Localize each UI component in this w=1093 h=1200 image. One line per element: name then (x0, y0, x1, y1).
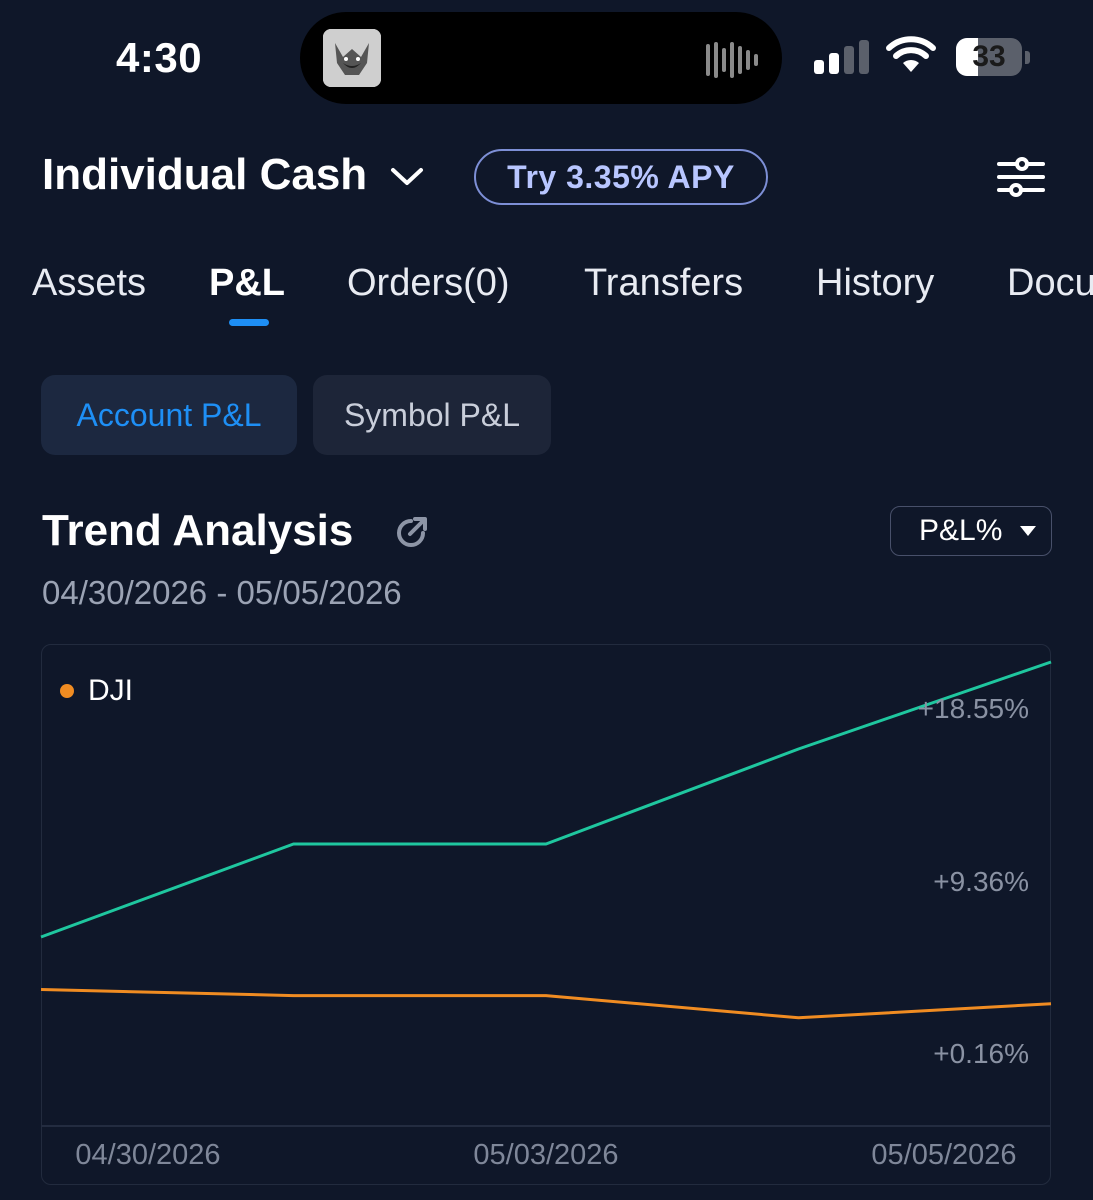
wifi-icon (886, 36, 936, 72)
x-tick-label: 04/30/2026 (75, 1139, 220, 1171)
y-tick-label: +0.16% (933, 1038, 1029, 1069)
metric-dropdown[interactable]: P&L% (890, 506, 1052, 556)
dynamic-island (300, 12, 782, 104)
cellular-signal-icon (814, 40, 869, 74)
tab-documents[interactable]: Docu (1007, 262, 1093, 304)
account-pnl-button[interactable]: Account P&L (41, 375, 297, 455)
chart-legend: DJI (60, 674, 133, 708)
legend-dot (60, 684, 74, 698)
battery-fill (956, 38, 978, 76)
symbol-pnl-button[interactable]: Symbol P&L (313, 375, 551, 455)
tab-history[interactable]: History (816, 262, 935, 304)
battery-percent: 33 (972, 40, 1006, 73)
tab-transfers[interactable]: Transfers (584, 262, 744, 304)
account-selector[interactable]: Individual Cash (42, 150, 425, 200)
caret-down-icon (1020, 526, 1037, 536)
active-tab-indicator (229, 319, 269, 326)
x-tick-label: 05/03/2026 (473, 1139, 618, 1171)
tab-pnl[interactable]: P&L (209, 262, 285, 304)
tab-orders[interactable]: Orders(0) (347, 262, 510, 304)
y-tick-label: +18.55% (918, 693, 1029, 724)
date-range: 04/30/2026 - 05/05/2026 (42, 574, 402, 611)
audio-wave-icon (706, 42, 758, 78)
series-line-dji (40, 988, 1052, 1020)
y-tick-label: +9.36% (933, 866, 1029, 897)
series-line-account (40, 660, 1052, 939)
metric-value: P&L% (919, 514, 1003, 547)
trend-analysis-title: Trend Analysis (42, 506, 354, 555)
legend-label-dji: DJI (88, 674, 133, 707)
account-name: Individual Cash (42, 150, 368, 199)
share-icon[interactable] (393, 515, 429, 551)
x-tick-label: 05/05/2026 (871, 1139, 1016, 1171)
battery-icon: 33 (956, 38, 1030, 76)
status-time: 4:30 (116, 34, 203, 81)
tab-assets[interactable]: Assets (32, 262, 147, 304)
apy-promo-button[interactable]: Try 3.35% APY (474, 149, 768, 205)
trend-chart (41, 644, 1051, 1185)
filter-settings-icon[interactable] (996, 156, 1046, 198)
chevron-down-icon (391, 168, 424, 185)
now-playing-artwork-icon (323, 29, 381, 87)
